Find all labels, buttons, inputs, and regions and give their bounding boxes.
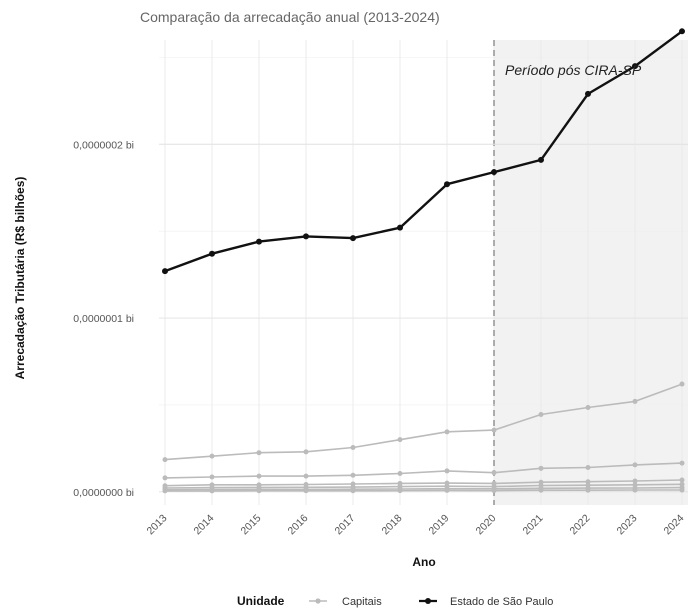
capital-point: [209, 488, 215, 494]
sao-paulo-point: [585, 90, 591, 97]
sao-paulo-point: [632, 63, 638, 70]
capital-point: [209, 453, 215, 459]
capital-point: [491, 427, 497, 433]
shaded-region-label: Período pós CIRA-SP: [505, 62, 642, 78]
sao-paulo-point: [444, 181, 450, 188]
sao-paulo-point: [350, 235, 356, 242]
capital-point: [256, 450, 262, 456]
sao-paulo-point: [209, 250, 215, 257]
shaded-region: [494, 40, 688, 505]
sao-paulo-line: [163, 30, 684, 273]
capital-point: [256, 473, 262, 479]
x-axis-title: Ano: [412, 555, 435, 569]
capital-point: [679, 487, 685, 493]
capital-point: [209, 474, 215, 480]
sao-paulo-point: [256, 238, 262, 245]
capital-line: [164, 462, 683, 479]
capital-point: [444, 429, 450, 435]
capital-point: [256, 488, 262, 494]
sao-paulo-point: [679, 28, 685, 35]
y-tick-label: 0,0000001 bi: [73, 313, 134, 325]
grid-layer: [159, 40, 688, 505]
chart-title: Comparação da arrecadação anual (2013-20…: [140, 9, 440, 25]
legend: Unidade Capitais Estado de São Paulo: [237, 594, 553, 608]
x-tick-label: 2022: [567, 512, 592, 537]
sao-paulo-point: [491, 169, 497, 176]
capital-point: [585, 487, 591, 493]
capital-point: [491, 488, 497, 494]
capital-point: [632, 478, 638, 484]
capital-point: [444, 468, 450, 474]
x-tick-label: 2015: [238, 512, 263, 537]
capital-point: [350, 472, 356, 478]
x-tick-label: 2016: [285, 512, 310, 537]
capital-point: [162, 488, 168, 494]
capital-line: [164, 486, 683, 491]
capital-point: [632, 462, 638, 468]
y-tick-label: 0,0000000 bi: [73, 487, 134, 499]
capital-point: [491, 470, 497, 476]
x-tick-label: 2020: [473, 512, 498, 537]
capital-point: [679, 477, 685, 483]
x-tick-label: 2014: [191, 512, 216, 537]
sao-paulo-series-layer: [162, 28, 685, 275]
capital-point: [397, 437, 403, 443]
capital-point: [585, 479, 591, 485]
capital-line: [164, 383, 683, 461]
capital-point: [632, 398, 638, 404]
x-tick-label: 2021: [520, 512, 545, 537]
capital-point: [397, 488, 403, 494]
x-tick-label: 2017: [332, 512, 357, 537]
legend-title: Unidade: [237, 594, 285, 608]
capital-point: [444, 487, 450, 493]
capital-point: [397, 471, 403, 477]
capital-point: [350, 444, 356, 450]
capital-point: [303, 449, 309, 455]
capital-point: [679, 381, 685, 387]
legend-label-sao-paulo: Estado de São Paulo: [450, 596, 553, 608]
x-tick-label: 2024: [661, 512, 686, 537]
capital-point: [632, 487, 638, 493]
capital-point: [538, 465, 544, 471]
x-tick-label: 2018: [379, 512, 404, 537]
capital-point: [679, 460, 685, 466]
sao-paulo-point: [538, 156, 544, 163]
sao-paulo-point: [397, 224, 403, 231]
capitais-series-layer: [162, 381, 685, 494]
capital-line: [164, 489, 683, 492]
sao-paulo-point: [162, 268, 168, 275]
capital-point: [162, 457, 168, 463]
y-axis-title: Arrecadação Tributária (R$ bilhões): [13, 177, 27, 380]
legend-key-sao-paulo-point: [425, 598, 431, 604]
capital-point: [303, 473, 309, 479]
capital-line: [164, 479, 683, 487]
sao-paulo-point: [303, 233, 309, 240]
y-tick-label: 0,0000002 bi: [73, 139, 134, 151]
x-tick-label: 2023: [614, 512, 639, 537]
capital-point: [538, 411, 544, 417]
legend-key-capitais-point: [315, 598, 321, 604]
capital-point: [585, 464, 591, 470]
capital-point: [303, 488, 309, 494]
background-layer: [493, 40, 688, 505]
x-tick-label: 2019: [426, 512, 451, 537]
capital-point: [538, 487, 544, 493]
capital-point: [350, 488, 356, 494]
legend-label-capitais: Capitais: [342, 596, 382, 608]
x-tick-label: 2013: [144, 512, 169, 537]
capital-line: [164, 483, 683, 489]
capital-point: [585, 405, 591, 411]
capital-point: [162, 475, 168, 481]
